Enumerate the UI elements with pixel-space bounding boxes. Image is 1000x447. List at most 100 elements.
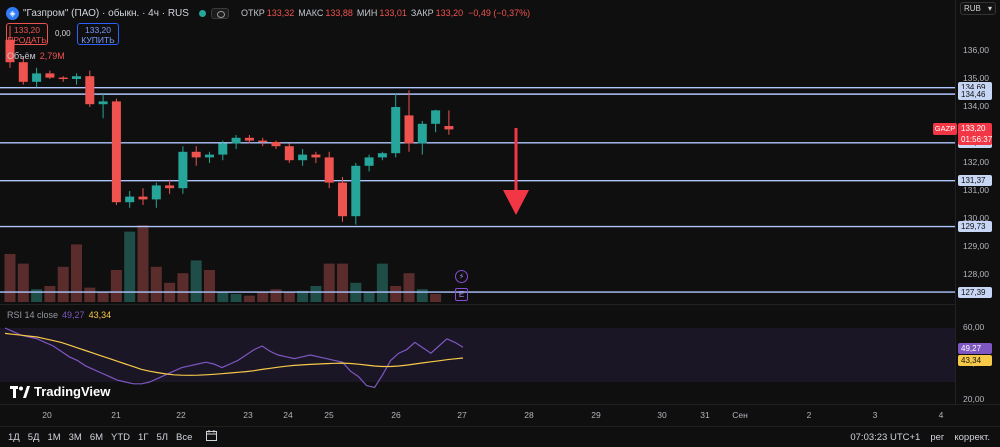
volume-bar [310,286,322,302]
volume-bar [270,289,282,302]
sell-button[interactable]: 133,20 ПРОДАТЬ [6,23,48,45]
time-axis-label: 20 [42,410,52,420]
price-axis-tick: 134,00 [963,101,989,111]
candle [5,25,15,68]
volume-bar [84,287,96,302]
level-price-tag[interactable]: 134,46 [958,88,992,100]
earnings-icon[interactable]: E [455,288,468,301]
level-price-tag[interactable]: 131,37 [958,175,992,187]
price-axis-tick: 132,00 [963,157,989,167]
symbol-header: ◈ "Газпром" (ПАО) · обыкн. · 4ч · RUS ОТ… [0,0,955,26]
volume-label: Объём [7,51,36,61]
currency-selector[interactable]: RUB [960,2,996,15]
open-value: 133,32 [266,8,295,18]
tradingview-logo: TradingView [10,384,110,399]
lightning-icon[interactable]: ⚡ [455,270,468,283]
buy-label: КУПИТЬ [81,35,115,45]
price-axis-tick: 130,00 [963,213,989,223]
candle [218,140,228,161]
volume-bar [243,295,255,302]
rsi-legend[interactable]: RSI 14 close 49,27 43,34 [7,310,111,320]
candle [72,73,81,85]
period-button[interactable]: YTD [111,431,131,443]
period-button[interactable]: 1Д [8,431,20,443]
rsi-value: 49,27 [62,310,85,320]
candle [138,188,148,205]
symbol-title[interactable]: "Газпром" (ПАО) · обыкн. · 4ч · RUS [23,7,189,19]
volume-bar [323,263,335,302]
volume-bar [71,244,82,302]
volume-bar [57,266,69,302]
change-value: −0,49 (−0,37%) [468,8,531,18]
period-button[interactable]: 1М [47,431,61,443]
volume-bar [150,266,162,302]
candle [111,98,121,205]
candle [431,109,441,133]
high-value: 133,88 [325,8,353,18]
time-axis-label: 31 [700,410,710,420]
adjust-toggle[interactable]: коррект. [954,432,990,443]
candle [231,135,241,149]
rsi-axis-tick: 20,00 [963,394,985,404]
time-axis-label: 23 [243,410,253,420]
volume-bar [363,292,375,302]
buy-button[interactable]: 133,20 КУПИТЬ [77,23,119,45]
period-button[interactable]: Все [176,431,193,443]
volume-bar [403,273,415,302]
rsi-ma-line [4,332,464,376]
candle [271,140,281,149]
session-mode[interactable]: рег [930,432,945,443]
clock-time[interactable]: 07:03:23 UTC+1 [850,432,921,443]
candle [125,191,135,208]
period-button[interactable]: 6М [89,431,104,443]
sell-price: 133,20 [14,25,40,35]
candle [258,137,268,147]
candle [98,93,108,119]
time-axis-label: 30 [657,410,667,420]
volume-bar [190,260,202,302]
volume-bar [177,273,189,302]
level-price-tag[interactable]: 127,39 [958,286,992,298]
time-axis-label: 29 [591,410,601,420]
time-axis-label: 4 [938,410,944,420]
candle [18,56,28,85]
volume-bar [257,292,269,302]
volume-bar [137,225,149,302]
volume-bar [17,263,29,302]
candle [151,182,161,208]
close-value: 133,20 [435,8,464,18]
bar-countdown: 01:56:37 [961,135,993,145]
rsi-line [4,327,464,389]
candle [58,76,68,82]
period-button[interactable]: 5Л [156,431,169,443]
time-axis-label: 21 [111,410,121,420]
volume-bar [390,286,402,302]
candle [324,151,334,189]
volume-bar [31,289,43,302]
volume-bar [124,231,136,302]
eye-icon[interactable] [210,7,229,19]
calendar-icon[interactable] [206,430,218,444]
level-price-tag[interactable]: 129,73 [958,221,992,233]
time-axis-label: 28 [524,410,534,420]
level-price-tag[interactable]: 134,69 [958,82,992,94]
down-arrow-annotation[interactable] [503,128,529,215]
volume-bar [97,292,109,302]
period-button[interactable]: 1Г [138,431,149,443]
volume-legend[interactable]: Объём 2,79M [7,51,65,61]
price-axis-tick: 129,00 [963,241,989,251]
tradingview-brand: TradingView [34,384,111,399]
candle [284,143,294,163]
volume-bar [230,294,242,302]
period-button[interactable]: 3М [68,431,82,443]
candle [178,146,188,194]
time-axis-label: Сен [732,410,748,420]
period-button[interactable]: 5Д [27,431,40,443]
time-axis-label: 2 [806,410,812,420]
close-label: ЗАКР [410,8,434,18]
volume-bar [337,263,348,302]
price-axis-tick: 136,00 [963,45,989,55]
price-axis-tick: 135,00 [963,73,989,83]
